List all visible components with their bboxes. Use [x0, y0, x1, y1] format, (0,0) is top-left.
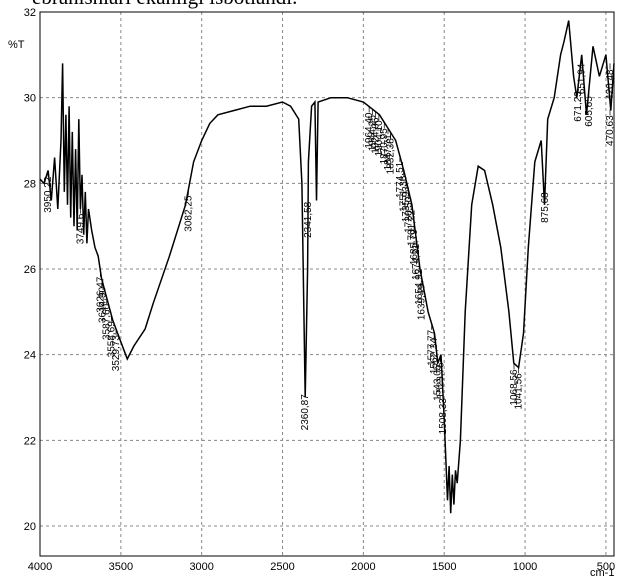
- peak-label: 1720,50: [404, 196, 415, 233]
- peak-label: 1944,25: [367, 115, 378, 152]
- peak-label: 1701,22: [407, 209, 418, 246]
- x-tick-label: 1500: [432, 561, 456, 573]
- x-axis-label: cm-1: [590, 567, 614, 579]
- peak-label: 3082,25: [183, 195, 194, 232]
- peak-label: 3626,47: [95, 276, 106, 313]
- peak-label: 2360,87: [300, 394, 311, 431]
- caption: ebranishlari ekanligi isbotlandi.: [32, 0, 297, 9]
- plot-frame: [39, 11, 615, 557]
- spectrum-line: [39, 20, 615, 514]
- peak-label: 875,68: [540, 192, 551, 223]
- x-tick-label: 1000: [513, 561, 537, 573]
- peak-label: 671,23: [573, 91, 584, 122]
- peak-label: 1639,49: [417, 284, 428, 321]
- peak-label: 1735,93: [401, 186, 412, 223]
- y-tick-label: 26: [24, 264, 36, 276]
- x-tick-label: 2000: [351, 561, 375, 573]
- y-tick-label: 22: [24, 435, 36, 447]
- peak-label: 1685,79: [409, 229, 420, 266]
- peak-label: 1562,34: [429, 338, 440, 375]
- peak-label: 470,63: [605, 115, 616, 146]
- peak-label: 3950,22: [43, 176, 54, 213]
- peak-label: 1523,76: [435, 362, 446, 399]
- peak-label: 1577,77: [427, 329, 438, 366]
- y-tick-label: 32: [24, 7, 36, 19]
- peak-label: 605,65: [584, 96, 595, 127]
- peak-label: 1654,92: [414, 268, 425, 305]
- x-tick-label: 2500: [270, 561, 294, 573]
- peak-label: 1068,56: [509, 369, 520, 406]
- peak-label: 1041,56: [513, 373, 524, 410]
- y-tick-label: 30: [24, 93, 36, 105]
- peak-label: 1774,51: [395, 161, 406, 198]
- peak-label: 3558,69: [106, 321, 117, 358]
- peak-label: 1543,05: [432, 364, 443, 401]
- y-axis-label: %T: [8, 39, 25, 51]
- peak-label: 3587,60: [102, 303, 113, 340]
- peak-label: 1924,96: [371, 117, 382, 154]
- peak-label: 651,94: [576, 63, 587, 94]
- peak-label: 3749,6: [75, 213, 86, 244]
- peak-label: 3529,73: [111, 335, 122, 372]
- peak-label: 1674,21: [411, 243, 422, 280]
- peak-label: 2341,58: [303, 201, 314, 238]
- peak-label: 1847,71: [383, 134, 394, 171]
- x-tick-label: 500: [597, 561, 615, 573]
- peak-label: 3614,90: [97, 286, 108, 323]
- peak-label: 1870,95: [379, 128, 390, 165]
- y-tick-label: 28: [24, 178, 36, 190]
- y-tick-label: 24: [24, 350, 36, 362]
- peak-label: 1904,10: [374, 120, 385, 157]
- peak-label: 1508,33: [438, 398, 449, 435]
- x-tick-label: 3000: [189, 561, 213, 573]
- peak-label: 420,48: [605, 69, 616, 100]
- peak-label: 1751,36: [399, 175, 410, 212]
- peak-label: 1964,40: [364, 112, 375, 149]
- peak-label: 1832,38: [385, 138, 396, 175]
- y-tick-label: 20: [24, 521, 36, 533]
- x-tick-label: 3500: [109, 561, 133, 573]
- x-tick-label: 4000: [28, 561, 52, 573]
